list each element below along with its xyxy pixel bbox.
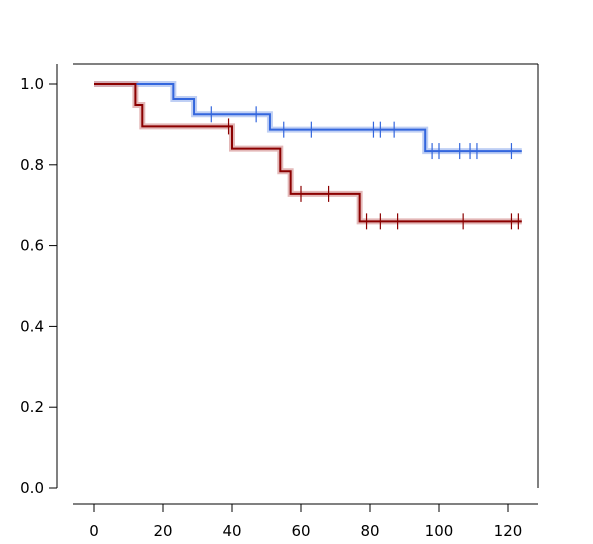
y-tick-label: 1.0 (20, 75, 44, 93)
survival-curves (94, 83, 522, 223)
y-tick-label: 0.4 (20, 317, 44, 335)
x-tick-label: 20 (153, 522, 172, 540)
y-tick-label: 0.6 (20, 237, 44, 255)
confidence-bands (94, 81, 522, 225)
y-tick-label: 0.0 (20, 479, 44, 497)
y-tick-label: 0.2 (20, 398, 44, 416)
x-tick-label: 100 (425, 522, 454, 540)
x-tick-label: 60 (291, 522, 310, 540)
y-tick-label: 0.8 (20, 156, 44, 174)
x-tick-label: 0 (89, 522, 99, 540)
y-axis: 0.0 0.2 0.4 0.6 0.8 1.0 (20, 75, 57, 497)
x-tick-label: 120 (494, 522, 523, 540)
x-axis: 0 20 40 60 80 100 120 (89, 504, 522, 540)
x-tick-label: 80 (360, 522, 379, 540)
x-tick-label: 40 (222, 522, 241, 540)
confidence-band-0 (94, 81, 522, 155)
censor-marks (210, 106, 519, 230)
survival-curve-0 (94, 83, 522, 153)
survival-curve-1 (94, 83, 522, 223)
